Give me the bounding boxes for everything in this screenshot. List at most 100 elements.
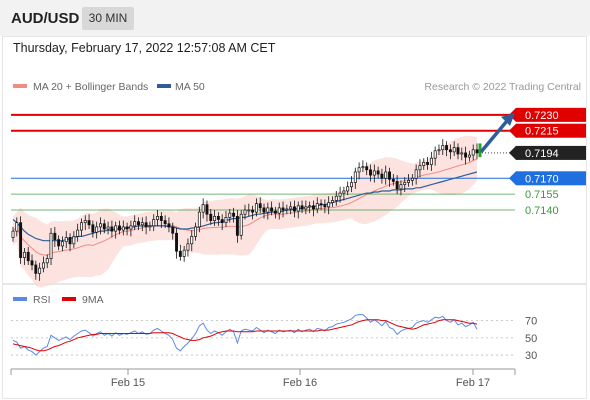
candle-down [369, 169, 372, 176]
rsi-legend-label: RSI [33, 294, 51, 306]
candle-up [285, 208, 289, 211]
candle-up [334, 195, 338, 201]
candle-up [266, 207, 270, 213]
candle-up [331, 200, 334, 203]
source-credit: Research © 2022 Trading Central [424, 81, 581, 93]
level-tag-0.7170 [516, 171, 586, 186]
candle-up [197, 211, 201, 228]
level-tag-arrow [509, 145, 516, 160]
rsi-tick-30: 30 [525, 350, 537, 362]
level-tag-0.7230 [516, 107, 586, 122]
candle-up [60, 241, 64, 247]
candle-down [426, 162, 430, 165]
candle-down [464, 152, 468, 158]
rsi-ma9-line [12, 319, 478, 352]
candle-down [380, 173, 384, 179]
level-tag-arrow [509, 171, 516, 186]
candle-up [186, 243, 190, 251]
candle-down [171, 226, 175, 234]
candle-up [346, 186, 350, 192]
candle-up [247, 209, 251, 212]
candle-up [418, 165, 422, 171]
candle-down [26, 251, 30, 262]
candle-up [414, 169, 418, 179]
candle-down [163, 220, 167, 225]
candle-down [110, 226, 114, 232]
candle-down [251, 209, 255, 213]
candle-down [388, 171, 391, 180]
candle-up [384, 171, 388, 179]
candle-up [422, 162, 426, 166]
candle-up [45, 258, 49, 264]
rsi-tick-70: 70 [525, 316, 537, 328]
ma9-legend-label: 9MA [82, 294, 104, 306]
candle-up [80, 222, 83, 231]
candle-up [410, 177, 414, 181]
candle-down [319, 203, 323, 206]
candle-up [72, 236, 76, 245]
bollinger-legend-swatch [13, 84, 27, 88]
candle-up [224, 217, 228, 224]
candle-up [327, 202, 331, 208]
timeframe-badge[interactable]: 30 MIN [82, 7, 134, 30]
candle-down [448, 149, 452, 153]
candle-up [315, 203, 319, 210]
level-tag-0.7194 [516, 145, 586, 160]
candle-down [270, 207, 274, 212]
candle-up [357, 167, 361, 173]
candle-up [441, 145, 445, 151]
candle-up [190, 236, 194, 245]
candle-up [277, 207, 281, 214]
candle-up [152, 219, 156, 227]
candle-up [308, 205, 312, 208]
ma50-legend-swatch [157, 84, 171, 88]
candle-up [452, 147, 456, 153]
candle-down [391, 178, 395, 182]
candle-up [342, 190, 346, 194]
candle-up [239, 213, 243, 236]
candle-down [57, 239, 61, 247]
candle-down [273, 210, 277, 214]
candle-up [201, 204, 205, 213]
candle-up [213, 215, 217, 221]
candle-up [106, 226, 110, 230]
candle-up [182, 249, 186, 257]
candle-down [159, 215, 163, 221]
candle-down [125, 226, 129, 230]
candle-up [437, 149, 441, 152]
ma20-line [12, 158, 478, 256]
candle-up [41, 262, 45, 269]
candle-up [22, 251, 26, 258]
candle-down [395, 181, 399, 190]
x-label-feb-16: Feb 16 [283, 377, 317, 389]
x-label-feb-17: Feb 17 [456, 377, 490, 389]
candle-up [38, 267, 42, 274]
candle-up [372, 170, 376, 176]
candle-down [258, 203, 262, 209]
level-label-0.7215: 0.7215 [525, 126, 559, 138]
candle-down [232, 212, 236, 217]
candle-up [429, 157, 433, 165]
candle-up [353, 171, 357, 183]
candle-up [64, 237, 68, 243]
price-plot: 0.7230 0.7215 0.7194 0.7170 0.7155 0.7140 [11, 107, 586, 288]
candle-down [34, 264, 38, 274]
candle-down [178, 250, 182, 257]
projection-arrowhead [501, 112, 515, 126]
candle-down [175, 232, 178, 252]
candle-up [121, 226, 125, 231]
candle-down [323, 204, 327, 208]
candle-down [216, 215, 220, 220]
candle-up [304, 206, 308, 210]
candle-up [228, 212, 232, 218]
level-label-0.7140: 0.7140 [525, 205, 559, 217]
level-label-0.7155: 0.7155 [525, 189, 559, 201]
rsi-plot: 70 50 30 [11, 314, 537, 362]
candle-down [376, 170, 380, 175]
candle-down [220, 219, 224, 224]
candle-up [15, 222, 19, 232]
candle-up [99, 223, 102, 228]
candle-up [254, 203, 258, 213]
candle-up [129, 225, 133, 230]
candle-up [289, 206, 293, 210]
